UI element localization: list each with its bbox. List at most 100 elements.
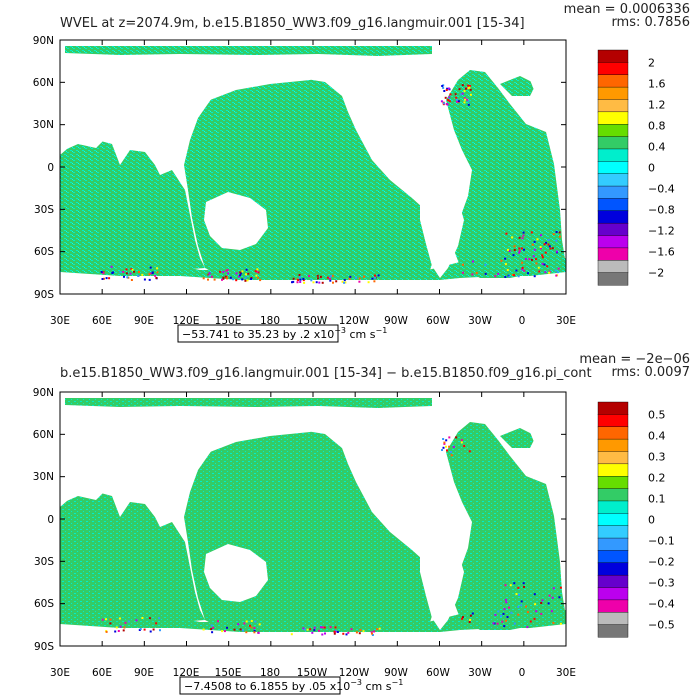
speckle — [539, 246, 542, 248]
speckle — [235, 279, 238, 282]
speckle — [125, 272, 128, 275]
speckle — [296, 281, 299, 284]
lat-label: 60N — [33, 77, 54, 89]
speckle — [149, 266, 152, 269]
noise-speckles — [101, 436, 562, 636]
speckle — [311, 631, 314, 634]
speckle — [243, 622, 246, 625]
speckle — [469, 84, 471, 87]
speckle — [445, 445, 447, 448]
speckle — [217, 620, 219, 623]
speckle — [550, 610, 553, 613]
speckle — [469, 618, 472, 621]
colorbar-swatch — [597, 451, 629, 465]
colorbar-label: −0.5 — [648, 619, 675, 632]
speckle — [443, 442, 446, 445]
lon-label: 60W — [426, 315, 450, 327]
speckle — [460, 439, 463, 442]
speckle — [533, 240, 536, 243]
colorbar — [597, 401, 629, 638]
colorbar-swatch — [597, 198, 629, 212]
map-area — [59, 39, 567, 295]
speckle — [548, 594, 551, 597]
speckle — [219, 270, 222, 273]
speckle — [484, 272, 487, 275]
speckle — [548, 270, 551, 273]
speckle — [551, 596, 554, 599]
speckle — [469, 88, 472, 91]
speckle — [456, 98, 459, 101]
speckle — [355, 631, 358, 634]
speckle — [253, 627, 256, 630]
speckle — [118, 617, 121, 620]
speckle — [299, 278, 302, 281]
speckle — [452, 445, 455, 448]
speckle — [448, 100, 451, 103]
colorbar-label: −0.4 — [648, 183, 675, 196]
speckle — [533, 593, 536, 596]
speckle — [521, 268, 524, 271]
colorbar — [597, 49, 629, 286]
speckle — [552, 233, 555, 236]
speckle — [536, 238, 539, 241]
speckle — [159, 629, 161, 632]
colorbar-swatch — [597, 414, 629, 428]
speckle — [371, 634, 374, 636]
speckle — [202, 628, 205, 631]
speckle — [239, 272, 242, 275]
colorbar-swatch — [597, 210, 629, 224]
range-box: −53.741 to 35.23 by .2 x10−3 cm s−1 — [177, 324, 387, 343]
colorbar-swatch — [597, 525, 629, 539]
speckle — [445, 89, 448, 91]
lat-axis-labels: 90N 60N 30N 0 30S 60S 90S — [33, 387, 55, 653]
speckle — [254, 270, 257, 273]
speckle — [239, 271, 242, 274]
lon-label: 90E — [134, 667, 154, 679]
speckle — [126, 276, 129, 279]
speckle — [461, 84, 464, 87]
speckle — [472, 260, 474, 263]
speckle — [131, 268, 134, 271]
colorbar-swatch — [597, 124, 629, 138]
speckle — [101, 278, 104, 280]
speckle — [504, 276, 507, 278]
speckle — [518, 247, 521, 250]
lat-label: 90S — [34, 289, 54, 301]
speckle — [443, 441, 446, 444]
speckle — [109, 618, 112, 621]
speckle — [520, 604, 523, 607]
speckle — [517, 613, 520, 616]
speckle — [115, 626, 118, 629]
speckle — [512, 274, 515, 276]
axis-ticks — [59, 391, 567, 647]
speckle — [377, 274, 380, 277]
colorbar-swatch — [597, 599, 629, 613]
speckle — [225, 276, 228, 279]
speckle — [138, 271, 140, 273]
speckle — [304, 628, 307, 631]
speckle — [313, 629, 316, 632]
lon-label: 90E — [134, 315, 154, 327]
lon-label: 120E — [173, 315, 200, 327]
speckle — [108, 277, 111, 280]
lat-label: 60S — [34, 246, 54, 258]
speckle — [156, 267, 159, 270]
speckle — [326, 276, 329, 279]
speckle — [253, 629, 256, 632]
speckle — [515, 269, 518, 272]
speckle — [513, 249, 516, 251]
speckle — [259, 279, 262, 282]
speckle — [535, 262, 538, 265]
speckle — [540, 247, 542, 250]
speckle — [535, 610, 538, 613]
speckle — [445, 439, 448, 442]
speckle — [130, 279, 133, 281]
speckle — [541, 599, 544, 602]
speckle — [448, 96, 451, 99]
speckle — [310, 279, 313, 282]
speckle — [210, 275, 213, 278]
speckle — [533, 275, 536, 278]
speckle — [533, 248, 536, 251]
speckle — [521, 247, 523, 250]
colorbar-label: 0.8 — [648, 119, 666, 132]
